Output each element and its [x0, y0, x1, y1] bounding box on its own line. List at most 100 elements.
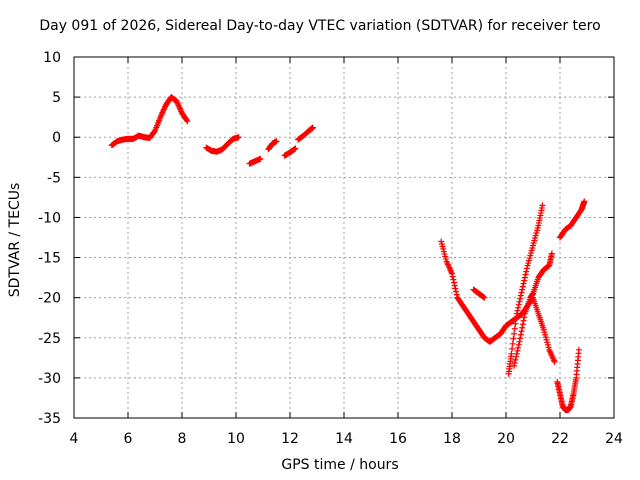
data-point — [511, 359, 518, 366]
data-point — [515, 341, 522, 348]
data-point — [273, 138, 280, 145]
series-seg2 — [203, 134, 242, 155]
y-tick-label: -25 — [38, 331, 61, 347]
data-point — [309, 124, 316, 131]
data-point — [451, 279, 458, 286]
data-point — [519, 286, 526, 293]
series-seg8 — [470, 286, 488, 301]
data-point — [514, 347, 521, 354]
data-point — [513, 310, 520, 317]
data-point — [523, 268, 530, 275]
data-point — [453, 291, 460, 298]
data-point — [521, 277, 528, 284]
data-point — [513, 315, 520, 322]
data-point — [481, 294, 488, 301]
data-point — [517, 331, 524, 338]
data-point — [521, 314, 528, 321]
data-point — [515, 344, 522, 351]
data-point — [513, 350, 520, 357]
series-seg12 — [554, 346, 582, 413]
data-point — [453, 288, 460, 295]
data-point — [516, 298, 523, 305]
data-point — [521, 274, 528, 281]
data-point — [452, 285, 459, 292]
series-seg5 — [281, 145, 299, 159]
data-point — [450, 276, 457, 283]
data-point — [235, 134, 242, 141]
data-point — [548, 250, 555, 257]
data-point — [517, 335, 524, 342]
data-point — [509, 340, 516, 347]
data-point — [449, 270, 455, 277]
y-tick-label: -15 — [38, 251, 61, 267]
y-tick-label: -30 — [38, 371, 61, 387]
y-axis-label: SDTVAR / TECUs — [7, 182, 23, 298]
series-seg4 — [265, 138, 280, 153]
data-point — [451, 282, 458, 289]
data-point — [511, 362, 518, 369]
data-point — [517, 292, 524, 299]
data-point — [518, 289, 525, 296]
data-point — [520, 280, 527, 287]
data-point — [520, 317, 527, 324]
series-seg3 — [246, 155, 264, 167]
data-point — [513, 353, 520, 360]
data-point — [519, 324, 526, 331]
x-tick-label: 20 — [497, 431, 515, 447]
data-point — [512, 356, 519, 363]
data-points — [108, 94, 588, 413]
data-point — [516, 338, 523, 345]
data-point — [523, 265, 530, 272]
x-tick-label: 22 — [551, 431, 569, 447]
axes: 4 6 8 10 12 14 16 18 20 22 24 10 5 0 -5 -10 -15 -20 -25 -30… — [38, 50, 623, 447]
y-tick-label: -5 — [47, 170, 61, 186]
data-point — [518, 328, 525, 335]
x-tick-label: 18 — [443, 431, 461, 447]
data-point — [184, 118, 191, 125]
data-point — [511, 330, 518, 337]
y-tick-label: -35 — [38, 411, 61, 427]
data-point — [539, 202, 546, 209]
y-tick-label: -10 — [38, 210, 61, 226]
x-tick-label: 14 — [335, 431, 353, 447]
data-point — [257, 155, 264, 162]
y-tick-label: 5 — [52, 90, 61, 106]
x-tick-label: 6 — [124, 431, 133, 447]
data-point — [510, 335, 517, 342]
x-tick-label: 10 — [227, 431, 245, 447]
data-point — [292, 145, 299, 152]
series-seg6 — [295, 124, 316, 143]
series-seg1 — [108, 94, 191, 149]
data-point — [183, 117, 190, 124]
data-point — [575, 346, 582, 353]
data-point — [581, 198, 588, 205]
data-point — [519, 283, 526, 290]
series-seg10 — [511, 250, 555, 369]
data-point — [449, 273, 456, 280]
x-tick-label: 24 — [605, 431, 623, 447]
y-tick-label: 10 — [43, 50, 61, 66]
grid-lines — [74, 57, 614, 418]
chart-title: Day 091 of 2026, Sidereal Day-to-day VTE… — [39, 18, 601, 34]
data-point — [514, 307, 521, 314]
data-point — [508, 350, 515, 357]
data-point — [511, 325, 518, 332]
data-point — [509, 345, 516, 352]
data-point — [151, 128, 158, 135]
x-tick-label: 12 — [281, 431, 299, 447]
data-point — [517, 295, 524, 302]
data-point — [515, 304, 522, 311]
data-point — [522, 271, 529, 278]
data-point — [512, 320, 519, 327]
data-point — [551, 358, 558, 365]
series-seg11 — [557, 198, 588, 241]
x-tick-label: 4 — [70, 431, 79, 447]
x-tick-label: 8 — [178, 431, 187, 447]
data-point — [515, 301, 522, 308]
y-tick-label: 0 — [52, 130, 61, 146]
data-point — [519, 321, 526, 328]
x-tick-label: 16 — [389, 431, 407, 447]
y-tick-label: -20 — [38, 291, 61, 307]
series-seg9 — [505, 202, 546, 377]
